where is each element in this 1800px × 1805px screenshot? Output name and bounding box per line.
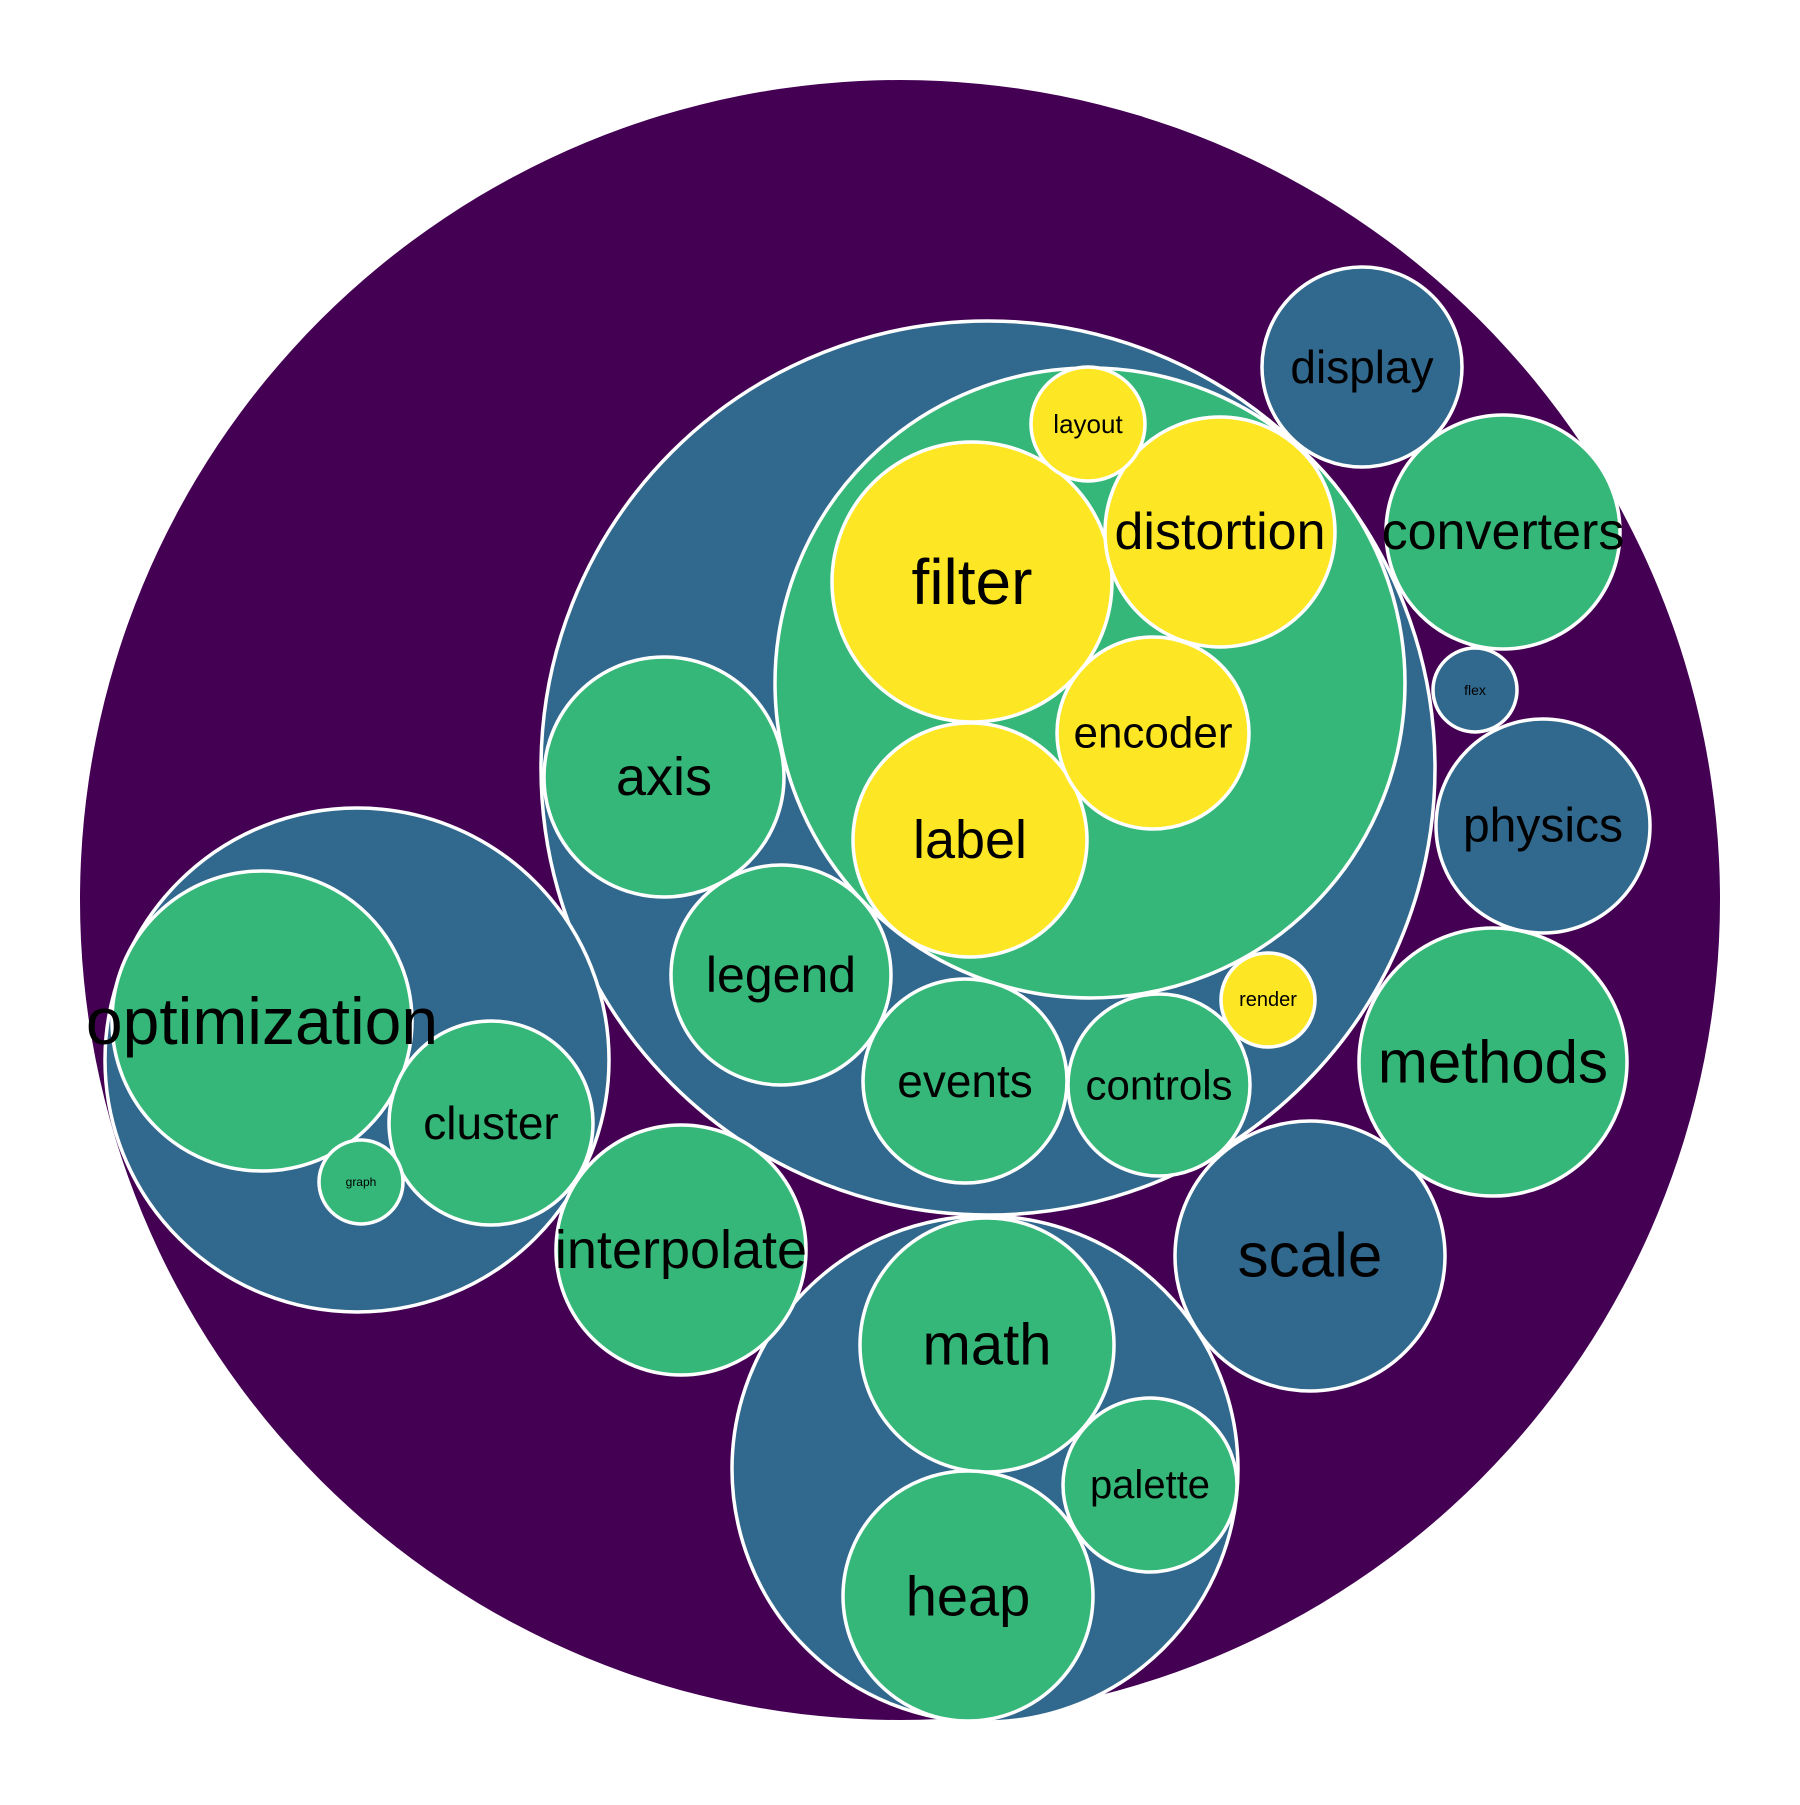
circle-methods — [1357, 926, 1629, 1198]
circle-display — [1260, 265, 1464, 469]
label-math: math — [923, 1313, 1052, 1378]
circle-render — [1219, 951, 1317, 1049]
circle-axis — [542, 655, 786, 899]
circle-distortion — [1103, 415, 1337, 649]
label-label: label — [913, 810, 1027, 870]
label-axis: axis — [616, 747, 712, 807]
circle-encoder — [1055, 635, 1251, 831]
circle-label — [851, 721, 1089, 959]
label-physics: physics — [1463, 800, 1623, 853]
label-encoder: encoder — [1073, 709, 1232, 758]
circle-converters — [1384, 413, 1622, 651]
circle-optimization — [110, 869, 414, 1173]
circle-physics — [1434, 717, 1652, 935]
label-graph: graph — [346, 1175, 377, 1189]
circle-heap — [841, 1469, 1095, 1723]
circle-controls — [1066, 992, 1252, 1178]
circle-flex — [1431, 646, 1519, 734]
circle-legend — [669, 863, 893, 1087]
label-events: events — [897, 1055, 1033, 1107]
label-distortion: distortion — [1115, 503, 1326, 561]
label-flex: flex — [1464, 682, 1486, 698]
circle-graph — [317, 1138, 405, 1226]
circle-scale — [1173, 1119, 1447, 1393]
label-optimization: optimization — [86, 984, 438, 1058]
circle-layout — [1029, 365, 1147, 483]
label-controls: controls — [1085, 1062, 1232, 1109]
circle-cluster — [387, 1019, 595, 1227]
label-scale: scale — [1238, 1222, 1383, 1291]
label-interpolate: interpolate — [555, 1220, 807, 1280]
label-heap: heap — [906, 1565, 1031, 1628]
label-legend: legend — [706, 947, 856, 1003]
circle-palette — [1061, 1396, 1239, 1574]
label-palette: palette — [1090, 1463, 1210, 1507]
label-converters: converters — [1382, 503, 1625, 561]
label-display: display — [1290, 341, 1433, 393]
label-methods: methods — [1378, 1029, 1608, 1096]
circle-interpolate — [554, 1123, 808, 1377]
label-filter: filter — [912, 546, 1033, 618]
label-cluster: cluster — [423, 1097, 558, 1149]
label-render: render — [1239, 989, 1297, 1011]
label-layout: layout — [1053, 409, 1123, 439]
